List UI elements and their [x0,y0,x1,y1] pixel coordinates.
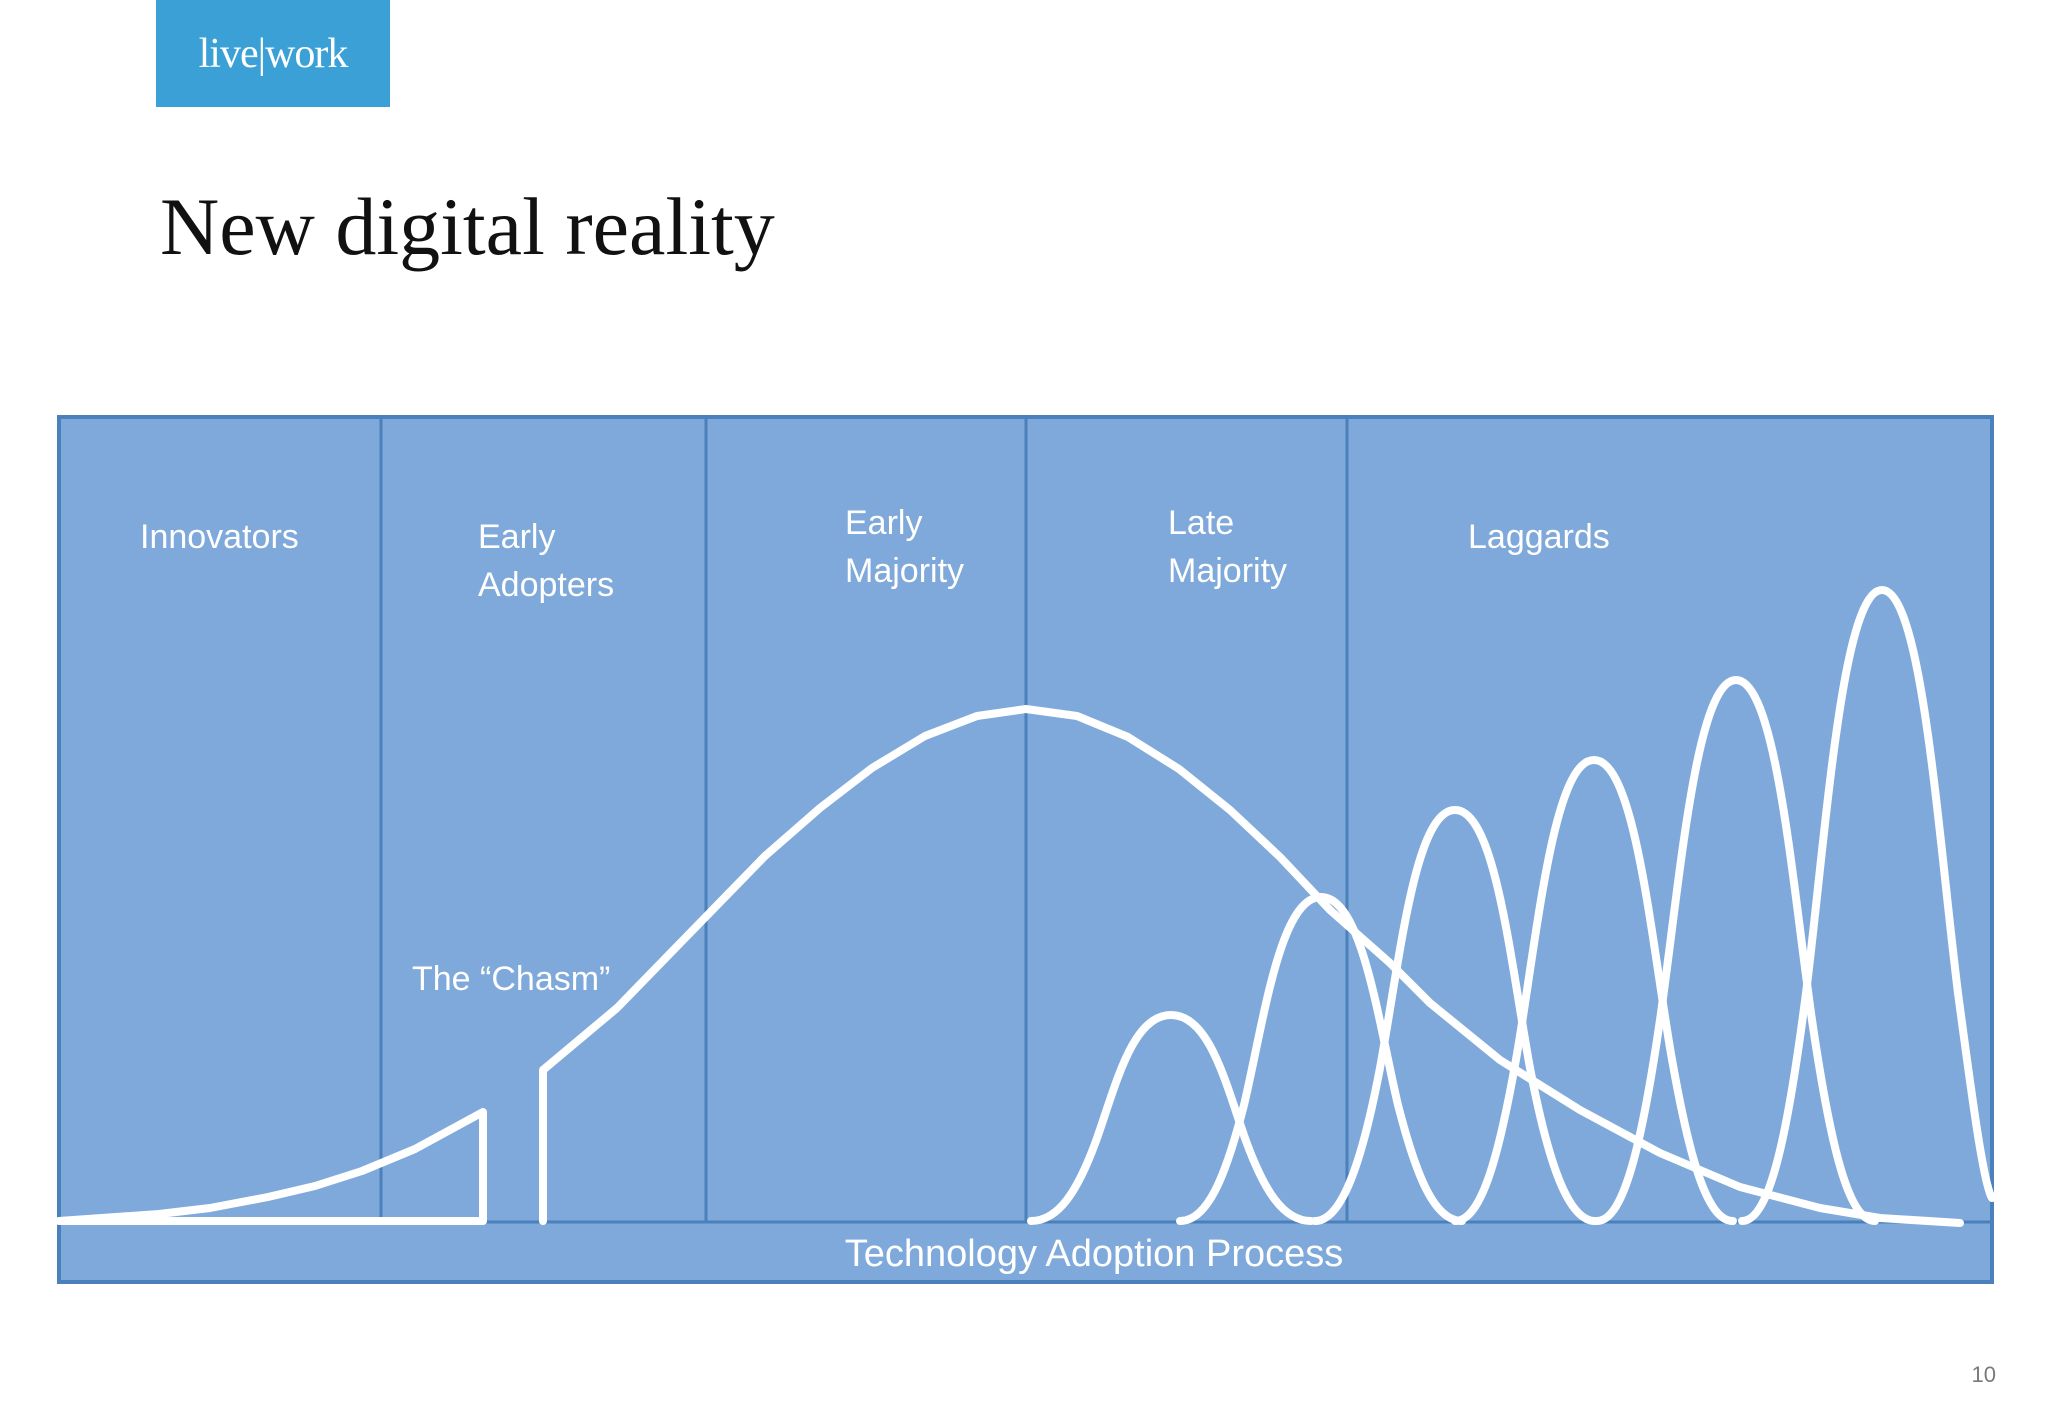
adoption-curve-wave-5 [1593,676,1879,1225]
livework-logo: live|work [156,0,390,107]
segment-label-line: Innovators [140,518,299,556]
segment-label-late-majority: Late Majority [1168,504,1287,590]
segment-label-line: Early [845,504,922,542]
segment-label-early-adopters: Early Adopters [478,518,614,604]
adoption-curve-wave-3 [1311,806,1599,1225]
segment-label-line: Majority [1168,552,1287,590]
axis-label: Technology Adoption Process [845,1233,1344,1275]
segment-label-line: Adopters [478,566,614,604]
adoption-curve-majority [539,705,1964,1227]
segment-label-laggards: Laggards [1468,518,1610,556]
adoption-curve-wave-6 [1738,586,1996,1225]
svg-text:Majority: Majority [845,552,964,590]
segment-label-line: Majority [845,552,964,590]
adoption-curve-wave-1 [1027,1011,1315,1225]
segment-label-innovators: Innovators [140,518,299,556]
segment-label-line: Laggards [1468,518,1610,556]
adoption-curve-wave-4 [1451,756,1737,1225]
segment-label-line: Late [1168,504,1234,542]
adoption-curve-wave-2 [1176,893,1466,1225]
page-number: 10 [1971,1362,1996,1387]
segment-label-line: Early [478,518,555,556]
svg-text:Early: Early [845,504,922,542]
slide-title: New digital reality [160,181,775,272]
svg-text:Majority: Majority [1168,552,1287,590]
svg-text:Innovators: Innovators [140,518,299,556]
svg-text:Adopters: Adopters [478,566,614,604]
svg-text:Laggards: Laggards [1468,518,1610,556]
segment-label-early-majority: Early Majority [845,504,964,590]
adoption-curves [55,586,1996,1227]
svg-text:Late: Late [1168,504,1234,542]
adoption-curve-innovators [55,1108,487,1225]
svg-text:Early: Early [478,518,555,556]
chasm-label: The “Chasm” [412,960,610,998]
